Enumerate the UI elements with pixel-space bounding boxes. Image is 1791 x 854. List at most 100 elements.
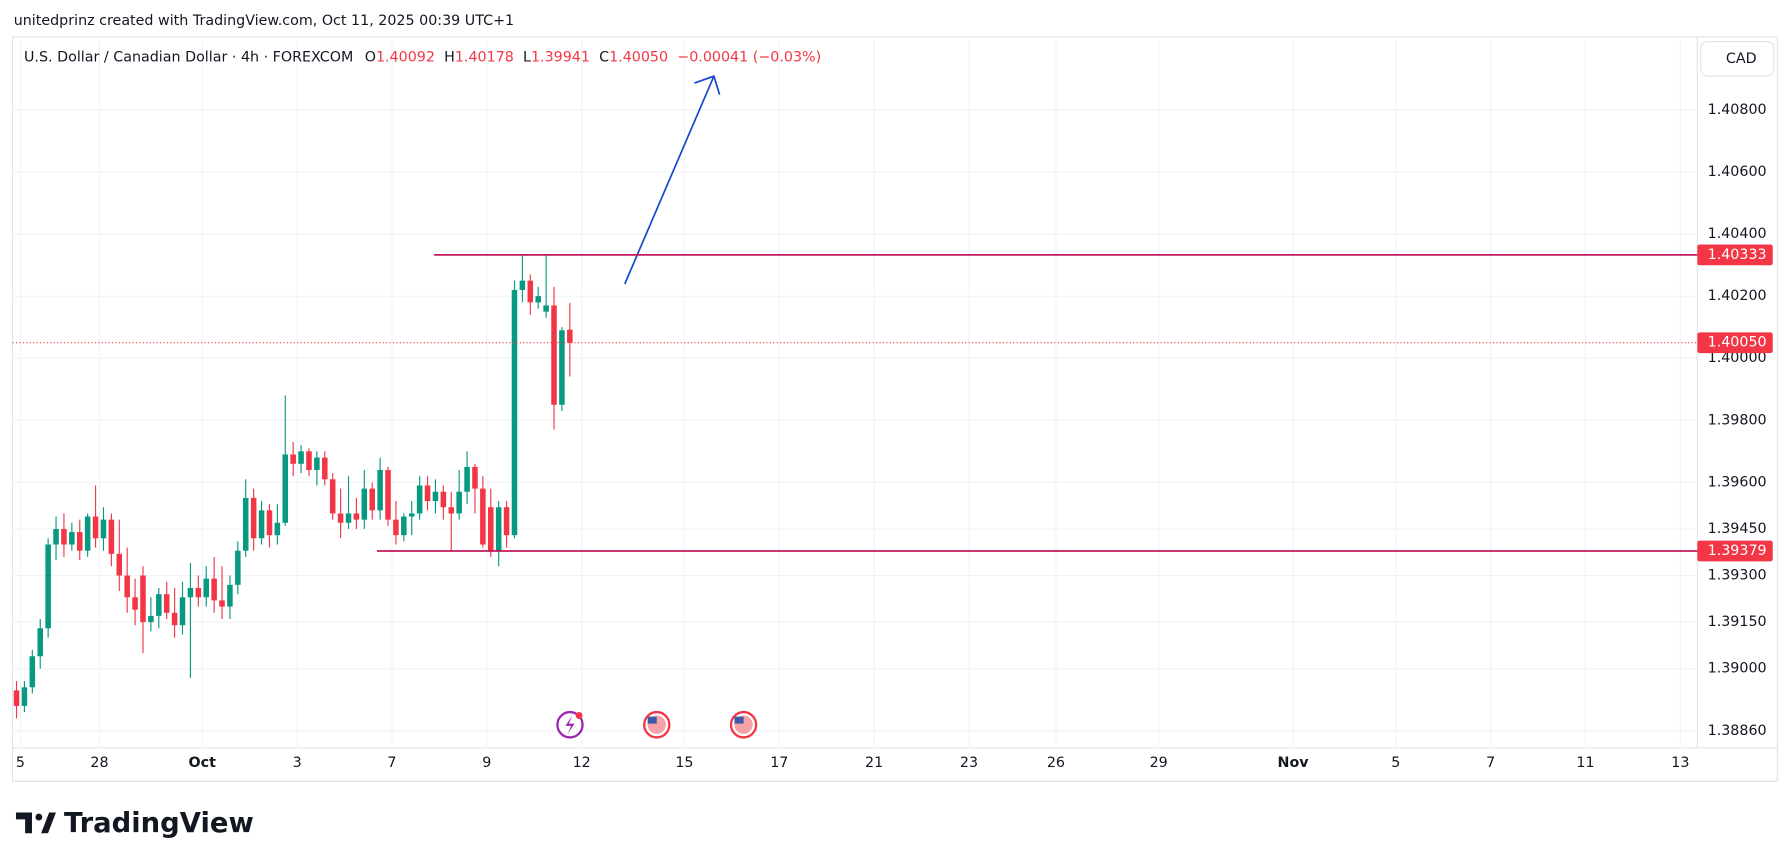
candle-body — [108, 519, 115, 554]
x-tick-label: 12 — [573, 755, 591, 771]
logo: TradingView — [15, 807, 254, 839]
y-tick-label: 1.39300 — [1708, 567, 1767, 583]
y-tick-label: 1.39450 — [1708, 521, 1767, 537]
x-tick-label: 3 — [293, 755, 302, 771]
candle-body — [13, 690, 20, 706]
candle-body — [503, 507, 510, 536]
y-tick-label: 1.38860 — [1708, 723, 1767, 739]
last-price-tag — [1697, 332, 1773, 354]
logo-mark — [15, 812, 56, 834]
candle-body — [45, 544, 51, 629]
x-tick-label: 15 — [675, 755, 693, 771]
x-tick-label: 29 — [1150, 755, 1168, 771]
candle-body — [163, 594, 170, 613]
symbol: U.S. Dollar / Canadian Dollar · 4h · FOR… — [24, 50, 353, 66]
candle-body — [488, 507, 494, 551]
candle-body — [511, 289, 518, 536]
x-tick-label: Nov — [1278, 755, 1310, 771]
candle-body — [432, 491, 439, 502]
y-tick-label: 1.40200 — [1708, 288, 1767, 304]
x-tick-label: 17 — [770, 755, 788, 771]
high: 1.40178 — [455, 50, 514, 66]
candle-body — [551, 305, 557, 405]
currency-button[interactable] — [1700, 40, 1775, 77]
x-tick-label: 11 — [1576, 755, 1594, 771]
candle-body — [408, 513, 415, 517]
x-tick-label: Oct — [189, 755, 217, 771]
x-tick-label: 5 — [1391, 755, 1400, 771]
candle-body — [37, 628, 43, 657]
high-label: H — [444, 50, 455, 66]
candle-body — [266, 510, 273, 536]
logo-dot — [35, 813, 43, 821]
y-tick-label: 1.39600 — [1708, 474, 1767, 490]
open-label: O — [365, 50, 376, 66]
candle-body — [53, 528, 59, 545]
low-label: L — [523, 50, 531, 66]
last-price-label: 1.40050 — [1708, 335, 1767, 351]
candle-body — [195, 587, 202, 598]
candle-body — [472, 466, 478, 489]
candle-body — [567, 329, 573, 343]
x-tick-label: 7 — [387, 755, 396, 771]
currency[interactable]: CAD — [1726, 51, 1757, 67]
candle-body — [519, 280, 526, 290]
change: −0.00041 (−0.03%) — [677, 50, 821, 66]
candle-body — [250, 497, 257, 539]
candle-body — [148, 615, 154, 623]
close: 1.40050 — [609, 50, 668, 66]
candle-body — [401, 516, 407, 536]
candle-body — [440, 491, 447, 508]
candle-body — [322, 457, 328, 480]
y-tick-label: 1.40400 — [1708, 226, 1767, 242]
candle-body — [235, 550, 241, 585]
x-tick-label: 13 — [1671, 755, 1689, 771]
open: 1.40092 — [376, 50, 435, 66]
x-tick-label: 5 — [16, 755, 25, 771]
candle-body — [187, 587, 194, 598]
candle-body — [76, 532, 83, 551]
flag-canton — [647, 716, 657, 724]
trend-arrow — [624, 75, 721, 285]
x-tick-label: 26 — [1047, 755, 1065, 771]
candle-body — [480, 488, 486, 545]
candle-body — [361, 488, 368, 520]
candle-body — [337, 513, 344, 523]
candle-body — [124, 575, 130, 598]
candle-body — [132, 597, 138, 610]
flag-canton — [734, 716, 744, 724]
low: 1.39941 — [531, 50, 590, 66]
x-tick-label: 21 — [865, 755, 883, 771]
candle-body — [242, 497, 249, 551]
candle-body — [203, 578, 209, 598]
candle-body — [211, 578, 217, 601]
candle-body — [448, 507, 455, 514]
candle-body — [29, 656, 36, 688]
candle-body — [84, 516, 91, 551]
candle-body — [156, 594, 162, 616]
level-tag — [1697, 540, 1773, 562]
level-label: 1.39379 — [1708, 543, 1767, 559]
candle-body — [535, 296, 541, 303]
grid — [12, 36, 1698, 748]
x-tick-label: 28 — [90, 755, 108, 771]
candle-body — [559, 330, 565, 405]
candle-body — [21, 687, 28, 706]
candle-body — [290, 454, 296, 464]
candle-body — [61, 528, 67, 545]
candle-body — [416, 485, 423, 514]
candle-body — [100, 519, 107, 539]
level-tag — [1697, 244, 1773, 266]
x-tick-label: 7 — [1486, 755, 1495, 771]
arrow-head — [694, 75, 721, 95]
brand: TradingView — [64, 807, 254, 839]
level-label: 1.40333 — [1708, 247, 1767, 263]
y-tick-label: 1.39800 — [1708, 412, 1767, 428]
candle-body — [329, 479, 336, 514]
candle-body — [385, 469, 391, 520]
event-dot — [575, 712, 583, 719]
candle-body — [274, 522, 281, 536]
